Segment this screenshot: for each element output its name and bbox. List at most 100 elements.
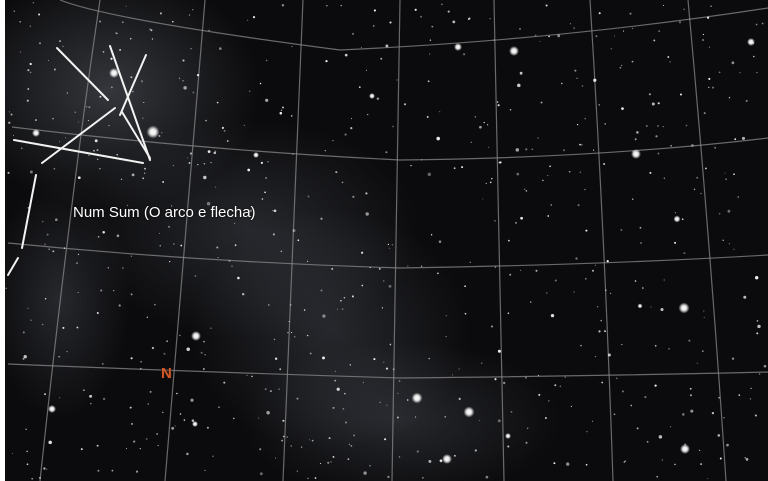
- faint-star: [125, 447, 128, 449]
- faint-star: [738, 394, 741, 396]
- faint-star: [653, 39, 656, 42]
- faint-star: [563, 149, 565, 152]
- faint-star: [629, 12, 632, 15]
- faint-star: [646, 440, 649, 443]
- bright-star: [747, 38, 755, 46]
- faint-star: [186, 452, 189, 456]
- faint-star: [478, 419, 480, 421]
- faint-star: [668, 347, 670, 350]
- faint-star: [344, 133, 347, 136]
- coordinate-grid: [7, 0, 768, 481]
- faint-star: [207, 150, 211, 153]
- faint-star: [282, 106, 284, 109]
- faint-star: [537, 374, 540, 377]
- faint-star: [13, 10, 15, 12]
- faint-star: [334, 379, 337, 382]
- faint-star: [25, 428, 27, 430]
- faint-star: [369, 266, 371, 269]
- faint-star: [96, 311, 99, 315]
- faint-star: [525, 190, 528, 192]
- faint-star: [700, 192, 702, 195]
- faint-star: [745, 99, 748, 102]
- faint-star: [620, 228, 623, 231]
- faint-star: [661, 459, 664, 461]
- faint-star: [741, 136, 746, 140]
- faint-star: [158, 232, 161, 234]
- faint-star: [188, 162, 191, 164]
- faint-star: [381, 307, 383, 309]
- faint-star: [179, 334, 181, 337]
- faint-star: [130, 255, 133, 258]
- faint-star: [519, 269, 522, 271]
- faint-star: [200, 351, 203, 354]
- faint-star: [711, 411, 715, 415]
- faint-star: [445, 335, 447, 338]
- faint-star: [733, 248, 735, 251]
- faint-star: [247, 168, 251, 172]
- faint-star: [348, 443, 350, 445]
- faint-star: [332, 406, 335, 409]
- faint-star: [182, 80, 184, 82]
- faint-star: [385, 44, 389, 48]
- faint-star: [662, 126, 664, 128]
- faint-star: [497, 349, 501, 353]
- faint-star: [594, 355, 597, 358]
- faint-star: [204, 469, 206, 471]
- faint-star: [87, 119, 89, 122]
- faint-star: [365, 69, 368, 71]
- faint-star: [439, 459, 443, 463]
- faint-star: [30, 319, 32, 322]
- faint-star: [107, 267, 110, 269]
- grid-line: [7, 363, 768, 379]
- faint-star: [453, 454, 456, 457]
- faint-star: [43, 467, 46, 470]
- faint-star: [708, 86, 710, 88]
- bright-star: [463, 406, 475, 418]
- faint-star: [303, 309, 306, 311]
- faint-star: [719, 457, 722, 460]
- faint-star: [698, 449, 701, 452]
- faint-star: [690, 144, 694, 147]
- faint-star: [649, 171, 652, 174]
- faint-star: [547, 174, 549, 177]
- faint-star: [641, 287, 644, 289]
- faint-star: [31, 477, 34, 480]
- faint-star: [265, 98, 269, 102]
- faint-star: [727, 209, 731, 213]
- faint-star: [352, 32, 354, 35]
- faint-star: [494, 220, 496, 222]
- faint-star: [509, 108, 512, 111]
- faint-star: [213, 151, 217, 155]
- faint-star: [22, 331, 25, 334]
- faint-star: [52, 250, 55, 253]
- faint-star: [340, 4, 342, 7]
- faint-star: [246, 19, 249, 21]
- faint-star: [639, 226, 642, 229]
- faint-star: [731, 357, 735, 360]
- faint-star: [125, 5, 127, 7]
- faint-star: [110, 86, 113, 89]
- faint-star: [76, 262, 78, 265]
- faint-star: [703, 112, 706, 115]
- faint-star: [282, 419, 285, 422]
- faint-star: [754, 414, 757, 417]
- faint-star: [744, 457, 746, 459]
- faint-star: [231, 265, 233, 267]
- faint-star: [129, 406, 132, 409]
- faint-star: [296, 397, 299, 400]
- faint-star: [267, 160, 269, 163]
- faint-star: [27, 88, 30, 90]
- faint-star: [206, 201, 211, 206]
- faint-star: [696, 362, 698, 364]
- faint-star: [451, 374, 453, 376]
- faint-star: [545, 4, 548, 7]
- bright-star: [673, 215, 681, 223]
- faint-star: [332, 455, 335, 458]
- faint-star: [86, 106, 88, 108]
- faint-star: [494, 378, 497, 381]
- faint-star: [610, 292, 612, 294]
- faint-star: [593, 78, 597, 82]
- faint-star: [159, 245, 161, 247]
- faint-star: [150, 29, 153, 32]
- faint-star: [644, 396, 647, 399]
